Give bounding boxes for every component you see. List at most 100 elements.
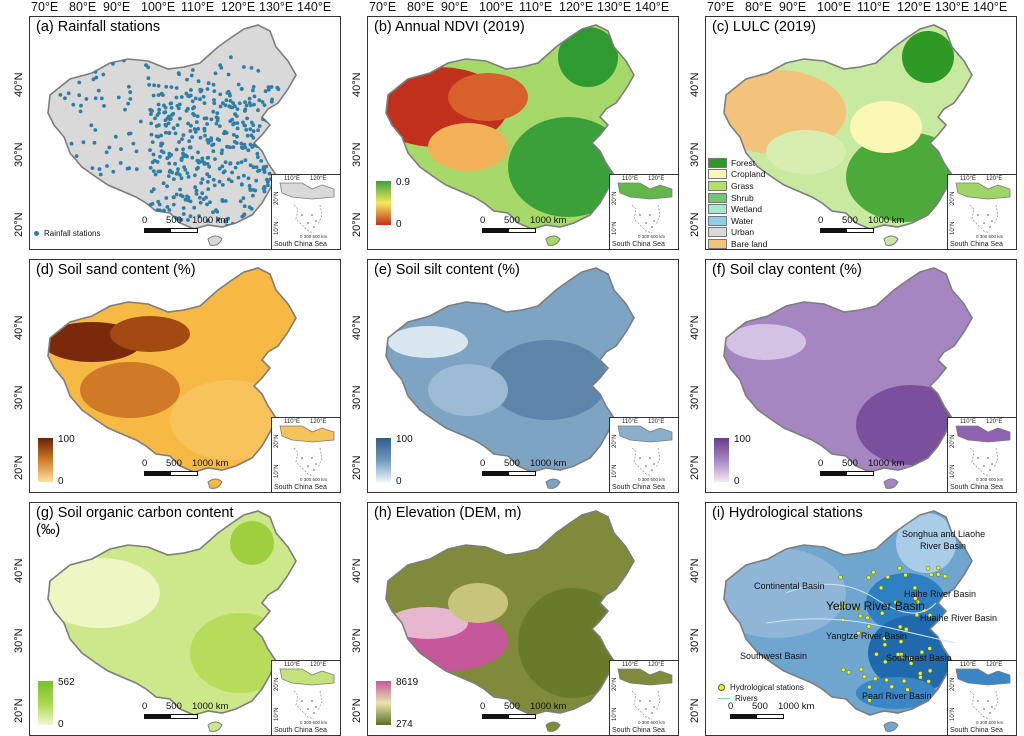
- scale-label-end: 1000 km: [868, 215, 904, 226]
- longitude-label: 100°E: [817, 0, 851, 14]
- hydrological-station-point: [859, 667, 863, 671]
- rainfall-station-point: [167, 155, 171, 159]
- rainfall-station-point: [236, 121, 240, 125]
- rainfall-station-point: [219, 105, 223, 109]
- rainfall-station-point: [237, 176, 241, 180]
- scale-label-mid: 500: [842, 458, 858, 469]
- rainfall-station-point: [277, 107, 281, 111]
- color-bar: [714, 438, 729, 482]
- rainfall-station-point: [214, 208, 218, 212]
- rainfall-station-point: [148, 148, 152, 152]
- color-bar-min: 0: [396, 476, 402, 487]
- rainfall-station-point: [220, 148, 224, 152]
- rainfall-station-point: [233, 104, 237, 108]
- rainfall-station-point: [154, 173, 158, 177]
- rainfall-station-point: [207, 141, 211, 145]
- rainfall-station-point: [263, 185, 267, 189]
- rainfall-station-point: [243, 100, 247, 104]
- rainfall-station-point: [156, 160, 160, 164]
- rainfall-station-point: [195, 120, 199, 124]
- hydrological-station-point: [928, 647, 932, 651]
- rainfall-station-point: [191, 99, 195, 103]
- hydrological-station-point: [939, 634, 943, 638]
- rainfall-station-point: [206, 180, 210, 184]
- rainfall-station-point: [225, 98, 229, 102]
- hydrological-station-point: [874, 652, 878, 656]
- rainfall-station-point: [132, 142, 136, 146]
- latitude-label: 20°N: [13, 698, 25, 723]
- panel-title: (g) Soil organic carbon content: [36, 505, 233, 522]
- rainfall-station-point: [249, 163, 253, 167]
- rainfall-station-point: [198, 97, 202, 101]
- rainfall-station-point: [195, 192, 199, 196]
- rainfall-station-point: [135, 150, 139, 154]
- lulc-swatch: [708, 158, 727, 168]
- latitude-label: 30°N: [689, 628, 701, 653]
- hydrological-station-point: [929, 573, 933, 577]
- scale-label-end: 1000 km: [192, 458, 228, 469]
- rainfall-station-point: [177, 107, 181, 111]
- rainfall-station-point: [198, 196, 202, 200]
- rainfall-station-point: [210, 117, 214, 121]
- river-symbol: [718, 698, 730, 699]
- color-bar: [376, 438, 391, 482]
- rainfall-station-point: [152, 153, 156, 157]
- rainfall-station-point: [127, 132, 131, 136]
- hydrological-station-point: [936, 566, 940, 570]
- latitude-label: 40°N: [13, 558, 25, 583]
- inset-scale: 0 300 600 km: [638, 477, 665, 482]
- rainfall-station-point: [245, 117, 249, 121]
- scale-label-mid: 500: [504, 701, 520, 712]
- rainfall-station-point: [240, 182, 244, 186]
- rainfall-station-point: [261, 205, 265, 209]
- latitude-label: 40°N: [13, 72, 25, 97]
- longitude-label: 100°E: [479, 0, 513, 14]
- rainfall-station-point: [245, 104, 249, 108]
- hydro-legend-label: Hydrological stations: [730, 683, 804, 692]
- rainfall-station-point: [196, 151, 200, 155]
- rainfall-station-point: [64, 152, 68, 156]
- rainfall-station-point: [252, 144, 256, 148]
- rainfall-station-point: [157, 84, 161, 88]
- rainfall-station-point: [266, 180, 270, 184]
- inset-sea-label: South China Sea: [274, 484, 327, 491]
- hydrological-station-point: [885, 678, 889, 682]
- rainfall-station-point: [172, 177, 176, 181]
- rainfall-station-point: [202, 95, 206, 99]
- rainfall-station-point: [207, 165, 211, 169]
- lulc-legend-label: Urban: [731, 227, 754, 237]
- rainfall-station-point: [175, 172, 179, 176]
- rainfall-station-point: [157, 103, 161, 107]
- latitude-label: 20°N: [13, 212, 25, 237]
- rainfall-station-point: [178, 117, 182, 121]
- inset-sea-label: South China Sea: [950, 484, 1003, 491]
- rainfall-station-point: [199, 201, 203, 205]
- rainfall-station-point: [173, 162, 177, 166]
- hydrological-station-point: [904, 573, 908, 577]
- hydrological-station-point: [890, 685, 894, 689]
- rainfall-station-point: [249, 104, 253, 108]
- rainfall-station-point: [94, 96, 98, 100]
- rainfall-station-point: [203, 134, 207, 138]
- lulc-swatch: [708, 181, 727, 191]
- scale-label-mid: 500: [842, 215, 858, 226]
- hainan-island: [884, 722, 898, 731]
- latitude-label: 20°N: [689, 455, 701, 480]
- longitude-label: 90°E: [779, 0, 806, 14]
- scale-bar-graphic: [820, 471, 874, 476]
- rainfall-station-point: [190, 135, 194, 139]
- high-ndvi-northeast: [558, 27, 618, 87]
- rainfall-station-point: [242, 65, 246, 69]
- rainfall-station-point: [149, 112, 153, 116]
- color-bar-min: 0: [734, 476, 740, 487]
- rainfall-station-point: [212, 178, 216, 182]
- color-bar-min: 274: [396, 719, 413, 730]
- rainfall-station-point: [238, 101, 242, 105]
- latitude-label: 20°N: [689, 212, 701, 237]
- rainfall-station-point: [180, 95, 184, 99]
- high-silt-east: [488, 340, 608, 420]
- rainfall-station-point: [102, 104, 106, 108]
